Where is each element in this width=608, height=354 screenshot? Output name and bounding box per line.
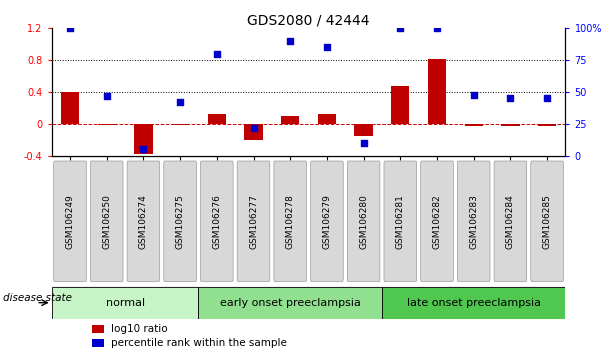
Bar (61, 92, 79, 124)
Point (322, 45, 332, 50)
Point (249, 125, 258, 131)
Bar (97, 124, 116, 125)
Bar (92, 325, 104, 333)
Point (139, 147, 148, 152)
FancyBboxPatch shape (54, 161, 86, 281)
FancyBboxPatch shape (91, 161, 123, 281)
Bar (538, 124, 556, 126)
Bar (198, 287, 382, 319)
Text: GSM106279: GSM106279 (322, 194, 331, 249)
Text: normal: normal (106, 298, 145, 308)
Bar (501, 124, 520, 126)
Title: GDS2080 / 42444: GDS2080 / 42444 (247, 13, 370, 27)
FancyBboxPatch shape (164, 161, 196, 281)
Point (102, 93, 112, 99)
Text: GSM106275: GSM106275 (176, 194, 185, 249)
FancyBboxPatch shape (237, 161, 270, 281)
Bar (52, 287, 198, 319)
Bar (382, 287, 565, 319)
FancyBboxPatch shape (311, 161, 344, 281)
Text: GSM106276: GSM106276 (212, 194, 221, 249)
FancyBboxPatch shape (457, 161, 490, 281)
FancyBboxPatch shape (531, 161, 564, 281)
Bar (92, 339, 104, 347)
Bar (134, 124, 153, 154)
FancyBboxPatch shape (201, 161, 233, 281)
FancyBboxPatch shape (347, 161, 380, 281)
Point (175, 99, 185, 105)
Bar (428, 58, 446, 124)
Bar (171, 124, 189, 125)
Text: GSM106285: GSM106285 (542, 194, 551, 249)
Point (469, 92, 478, 97)
Point (212, 51, 222, 57)
Bar (244, 124, 263, 140)
FancyBboxPatch shape (494, 161, 527, 281)
Text: GSM106277: GSM106277 (249, 194, 258, 249)
FancyBboxPatch shape (274, 161, 306, 281)
Bar (318, 114, 336, 124)
Text: percentile rank within the sample: percentile rank within the sample (111, 338, 287, 348)
Text: GSM106278: GSM106278 (286, 194, 295, 249)
Bar (281, 116, 299, 124)
FancyBboxPatch shape (127, 161, 160, 281)
Text: log10 ratio: log10 ratio (111, 324, 168, 334)
Point (285, 38, 295, 44)
Text: early onset preeclampsia: early onset preeclampsia (219, 298, 361, 308)
Text: disease state: disease state (2, 293, 72, 303)
Point (359, 140, 368, 146)
Text: GSM106282: GSM106282 (432, 194, 441, 249)
Point (432, 25, 442, 31)
FancyBboxPatch shape (384, 161, 416, 281)
Text: GSM106284: GSM106284 (506, 194, 515, 249)
Point (542, 96, 552, 101)
Point (505, 96, 515, 101)
Bar (208, 114, 226, 124)
Bar (465, 124, 483, 126)
Text: GSM106283: GSM106283 (469, 194, 478, 249)
Text: GSM106281: GSM106281 (396, 194, 405, 249)
Bar (354, 124, 373, 136)
FancyBboxPatch shape (421, 161, 454, 281)
Text: GSM106280: GSM106280 (359, 194, 368, 249)
Text: GSM106249: GSM106249 (66, 194, 75, 249)
Point (395, 25, 405, 31)
Bar (391, 86, 409, 124)
Text: late onset preeclampsia: late onset preeclampsia (407, 298, 541, 308)
Point (65, 25, 75, 31)
Text: GSM106250: GSM106250 (102, 194, 111, 249)
Text: GSM106274: GSM106274 (139, 194, 148, 249)
